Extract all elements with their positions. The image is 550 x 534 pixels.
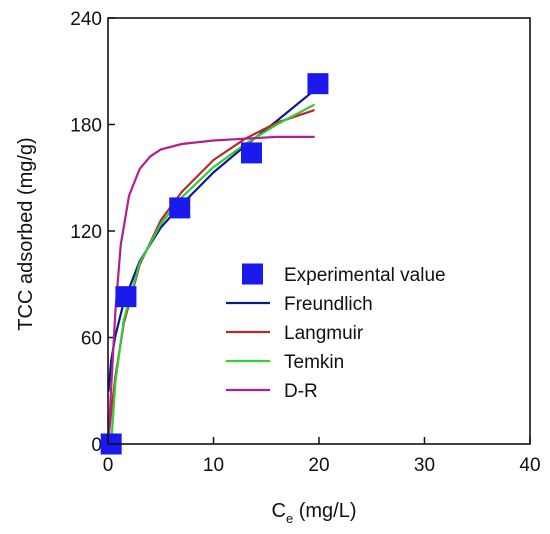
legend: Experimental value Freundlich Langmuir Temk… [226, 263, 446, 402]
y-tick-label: 120 [70, 222, 102, 243]
y-tick-label: 240 [70, 9, 102, 30]
legend-swatch-experimental-value [242, 263, 263, 285]
experimental-point [169, 197, 191, 219]
x-axis-title-unit: (mg/L) [293, 500, 356, 522]
experimental-point [115, 286, 137, 308]
y-axis-ticks: 0 60 120 180 240 [70, 9, 115, 456]
experimental-point [307, 73, 329, 95]
d-r-line [107, 135, 315, 442]
x-tick-label: 10 [203, 455, 224, 476]
legend-label-freundlich: Freundlich [284, 294, 373, 315]
y-tick-label: 0 [91, 435, 102, 456]
series-points [100, 73, 329, 455]
x-axis-title-main: C [271, 500, 285, 522]
x-axis-title-subscript: e [286, 511, 293, 526]
legend-label-d-r: D-R [284, 381, 318, 402]
legend-label-langmuir: Langmuir [284, 323, 364, 344]
legend-label-experimental-value: Experimental value [284, 265, 446, 286]
plot-frame [107, 17, 531, 445]
x-tick-label: 30 [414, 455, 435, 476]
y-axis-title: TCC adsorbed (mg/g) [15, 137, 37, 330]
x-tick-label: 40 [519, 455, 540, 476]
x-tick-label: 20 [308, 455, 329, 476]
experimental-point [240, 142, 262, 164]
y-tick-label: 60 [81, 329, 102, 350]
y-tick-label: 180 [70, 116, 102, 137]
x-axis-title: Ce (mg/L) [271, 500, 356, 526]
legend-label-temkin: Temkin [284, 352, 344, 373]
x-tick-label: 0 [103, 455, 114, 476]
